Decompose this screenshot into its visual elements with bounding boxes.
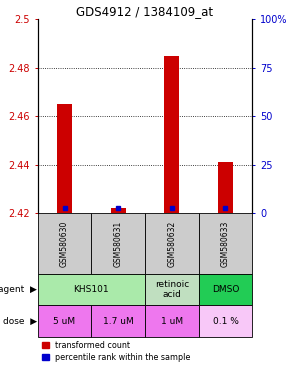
Bar (145, 213, 199, 274)
Text: GSM580630: GSM580630 (60, 220, 69, 267)
Text: retinoic
acid: retinoic acid (155, 280, 189, 299)
Text: 1 uM: 1 uM (161, 317, 183, 326)
Bar (38, 305, 91, 337)
Text: KHS101: KHS101 (74, 285, 109, 294)
Text: GSM580633: GSM580633 (221, 220, 230, 267)
Bar (91, 305, 145, 337)
Bar (145, 305, 199, 337)
Text: DMSO: DMSO (212, 285, 239, 294)
Legend: transformed count, percentile rank within the sample: transformed count, percentile rank withi… (42, 341, 191, 362)
Bar (38, 213, 91, 274)
Bar (57, 104, 72, 213)
Bar (38, 274, 145, 305)
Bar (199, 274, 252, 305)
Bar (199, 305, 252, 337)
Text: GSM580631: GSM580631 (114, 220, 123, 266)
Bar (164, 56, 179, 213)
Text: 5 uM: 5 uM (53, 317, 76, 326)
Bar (91, 213, 145, 274)
Text: GSM580632: GSM580632 (167, 220, 176, 266)
Bar (111, 209, 126, 213)
Text: agent  ▶: agent ▶ (0, 285, 37, 294)
Title: GDS4912 / 1384109_at: GDS4912 / 1384109_at (77, 5, 213, 18)
Text: 0.1 %: 0.1 % (213, 317, 238, 326)
Bar (218, 162, 233, 213)
Bar (145, 274, 199, 305)
Text: 1.7 uM: 1.7 uM (103, 317, 134, 326)
Bar (199, 213, 252, 274)
Text: dose  ▶: dose ▶ (3, 317, 37, 326)
